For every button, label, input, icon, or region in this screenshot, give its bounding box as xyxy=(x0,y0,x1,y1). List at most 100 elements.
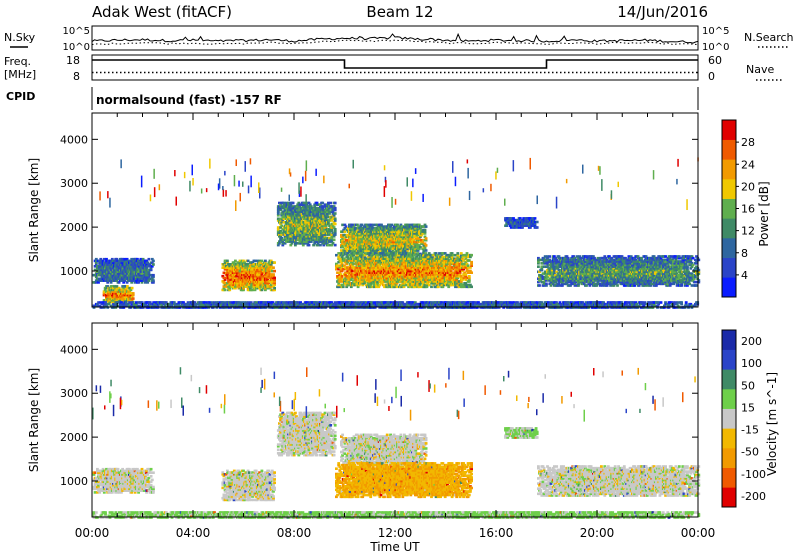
power-cell xyxy=(258,286,261,290)
power-cell xyxy=(300,224,304,228)
power-cell xyxy=(283,215,287,219)
power-cell xyxy=(327,233,330,236)
power-cell xyxy=(314,219,318,222)
power-cell xyxy=(279,206,282,210)
power-cell xyxy=(306,215,310,219)
power-cell xyxy=(307,205,311,208)
power-cell xyxy=(267,281,271,285)
power-cell xyxy=(227,283,230,287)
power-cell xyxy=(253,259,257,263)
power-cell xyxy=(333,201,337,205)
power-cell xyxy=(319,243,322,247)
power-cell xyxy=(287,201,290,205)
power-cell xyxy=(226,273,229,276)
power-cell xyxy=(291,240,295,243)
freq-tick-top: 18 xyxy=(66,54,80,67)
power-cell xyxy=(273,269,276,273)
power-cell xyxy=(96,277,99,281)
power-cell xyxy=(221,266,225,269)
power-cell xyxy=(325,229,329,233)
power-cell xyxy=(298,205,302,208)
power-cell xyxy=(112,299,115,302)
power-cell xyxy=(265,266,268,269)
power-cell xyxy=(269,274,273,278)
power-cell xyxy=(98,259,102,263)
power-cell xyxy=(287,240,290,243)
power-cell xyxy=(283,203,287,206)
power-cell xyxy=(246,263,250,266)
power-cell xyxy=(279,229,282,233)
power-cell xyxy=(106,285,109,288)
power-cell xyxy=(322,238,326,242)
power-cell xyxy=(94,257,98,261)
power-cell xyxy=(150,265,154,268)
power-cell xyxy=(96,272,99,275)
power-cell xyxy=(223,268,227,271)
power-cell xyxy=(146,277,150,281)
power-cell xyxy=(227,263,230,266)
power-cell xyxy=(106,297,109,300)
power-cell xyxy=(424,244,428,247)
power-cell xyxy=(328,219,331,222)
power-cell xyxy=(303,203,306,206)
power-cell xyxy=(327,222,330,226)
power-cell xyxy=(128,279,131,282)
power-cell xyxy=(333,222,337,226)
power-cell xyxy=(281,243,285,247)
power-cell xyxy=(240,261,244,264)
power-cell xyxy=(94,261,98,264)
power-cell xyxy=(147,257,151,261)
power-cell xyxy=(105,257,108,261)
power-cell xyxy=(289,205,293,208)
power-cell xyxy=(280,224,284,228)
power-cell xyxy=(325,242,329,245)
power-cell xyxy=(126,285,129,288)
power-cell xyxy=(258,264,261,268)
power-cell xyxy=(242,286,245,290)
power-cell xyxy=(301,205,305,208)
power-cell xyxy=(328,231,331,235)
power-cell xyxy=(264,281,267,285)
power-cell xyxy=(152,281,155,284)
power-cell xyxy=(223,278,227,281)
power-cell xyxy=(280,214,284,217)
power-cell xyxy=(266,286,270,290)
power-cell xyxy=(276,210,280,213)
power-cell xyxy=(314,203,318,206)
power-cell xyxy=(246,259,250,263)
power-cell xyxy=(296,226,300,229)
power-cell xyxy=(255,268,259,271)
power-cell xyxy=(96,270,99,273)
power-cell xyxy=(121,261,124,264)
power-cell xyxy=(328,210,331,213)
power-cell xyxy=(250,283,253,287)
power-cell xyxy=(308,215,312,219)
power-cell xyxy=(101,259,105,263)
power-cell xyxy=(320,238,323,242)
power-cell xyxy=(234,273,237,276)
nave-tick-bottom: 0 xyxy=(708,70,715,83)
power-cell xyxy=(131,279,135,282)
power-cell xyxy=(249,281,252,285)
power-cell xyxy=(145,259,148,263)
power-cell xyxy=(129,288,133,292)
power-cell xyxy=(259,274,263,278)
power-cell xyxy=(146,261,150,264)
power-cell xyxy=(294,206,297,210)
power-cell xyxy=(257,274,260,278)
power-cell xyxy=(259,263,263,266)
power-cell xyxy=(145,270,148,273)
power-cell xyxy=(290,242,294,245)
power-cell xyxy=(276,228,280,231)
power-cell xyxy=(142,273,146,277)
power-cell xyxy=(98,272,102,275)
power-cell xyxy=(266,283,270,287)
power-cell xyxy=(355,252,359,255)
power-cell xyxy=(109,286,113,290)
nsky-line xyxy=(91,32,699,44)
power-cell xyxy=(260,259,264,263)
power-cell xyxy=(279,226,282,229)
power-cell xyxy=(227,278,230,281)
power-cell xyxy=(115,257,119,261)
